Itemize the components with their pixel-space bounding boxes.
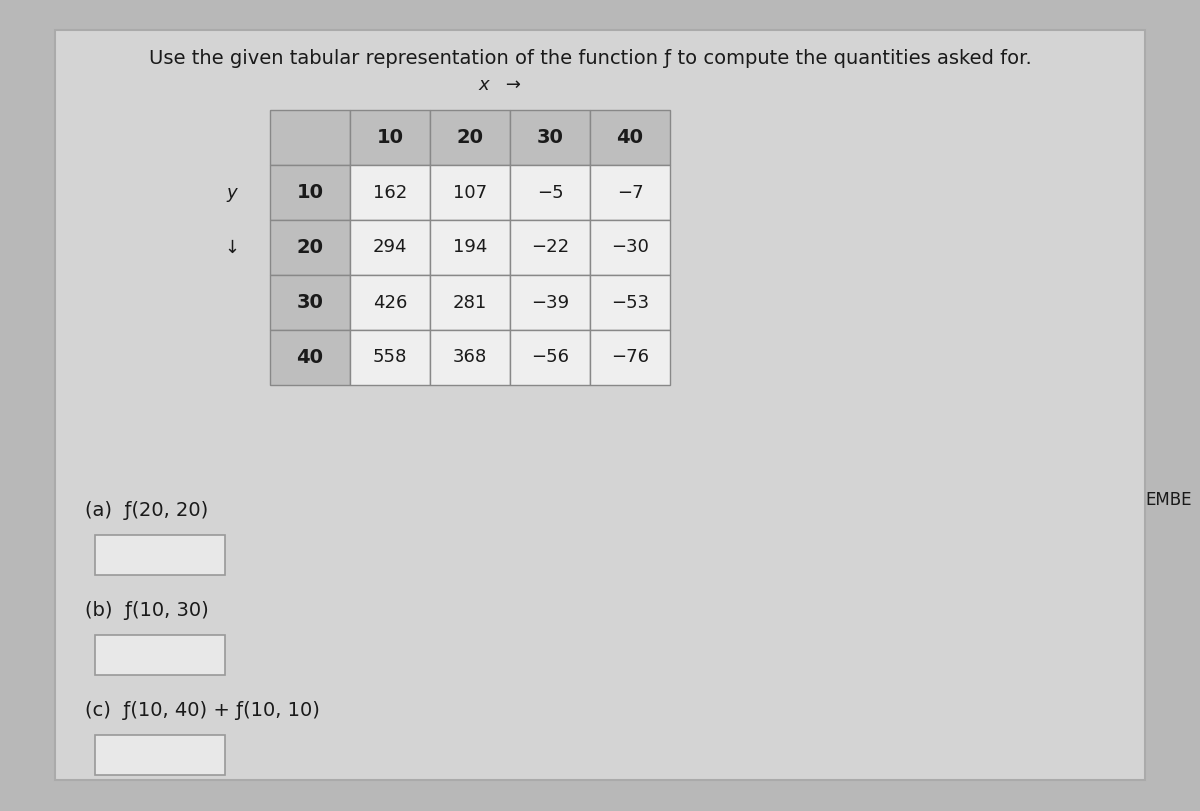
Bar <box>510 110 590 165</box>
Bar <box>350 275 430 330</box>
Bar <box>590 220 670 275</box>
Bar <box>430 110 510 165</box>
Text: (c)  ƒ(10, 40) + ƒ(10, 10): (c) ƒ(10, 40) + ƒ(10, 10) <box>85 701 320 719</box>
Bar <box>430 330 510 385</box>
Text: 10: 10 <box>296 183 324 202</box>
Text: 30: 30 <box>536 128 564 147</box>
Text: 20: 20 <box>456 128 484 147</box>
Bar <box>590 330 670 385</box>
Text: −5: −5 <box>536 183 563 201</box>
Bar <box>95 735 226 775</box>
Bar <box>590 165 670 220</box>
Bar <box>350 220 430 275</box>
Text: −39: −39 <box>530 294 569 311</box>
Text: −76: −76 <box>611 349 649 367</box>
Bar <box>350 165 430 220</box>
Text: 426: 426 <box>373 294 407 311</box>
Bar <box>590 275 670 330</box>
Bar <box>590 110 670 165</box>
Text: 30: 30 <box>296 293 324 312</box>
Text: 194: 194 <box>452 238 487 256</box>
Bar <box>350 110 430 165</box>
Text: Use the given tabular representation of the function ƒ to compute the quantities: Use the given tabular representation of … <box>149 49 1031 67</box>
Text: 368: 368 <box>452 349 487 367</box>
Text: ↓: ↓ <box>224 238 240 256</box>
Text: EMBE: EMBE <box>1146 491 1192 509</box>
Text: y: y <box>227 183 238 201</box>
Bar <box>270 165 350 220</box>
Bar <box>95 535 226 575</box>
Bar <box>95 635 226 675</box>
Bar <box>510 165 590 220</box>
Text: (b)  ƒ(10, 30): (b) ƒ(10, 30) <box>85 600 209 620</box>
Text: −53: −53 <box>611 294 649 311</box>
Bar <box>270 330 350 385</box>
Text: −56: −56 <box>530 349 569 367</box>
Text: 20: 20 <box>296 238 324 257</box>
Bar <box>270 220 350 275</box>
Text: −30: −30 <box>611 238 649 256</box>
Text: 162: 162 <box>373 183 407 201</box>
Bar <box>430 275 510 330</box>
Bar <box>350 330 430 385</box>
Bar <box>510 330 590 385</box>
Text: 40: 40 <box>617 128 643 147</box>
Text: 107: 107 <box>452 183 487 201</box>
Text: −22: −22 <box>530 238 569 256</box>
Text: (a)  ƒ(20, 20): (a) ƒ(20, 20) <box>85 500 209 520</box>
Text: 558: 558 <box>373 349 407 367</box>
Text: 294: 294 <box>373 238 407 256</box>
Bar <box>430 165 510 220</box>
Text: 40: 40 <box>296 348 324 367</box>
Bar <box>510 220 590 275</box>
Bar <box>270 110 350 165</box>
Bar <box>510 275 590 330</box>
Text: 281: 281 <box>452 294 487 311</box>
Text: x   →: x → <box>479 76 522 94</box>
Bar <box>430 220 510 275</box>
Text: 10: 10 <box>377 128 403 147</box>
Text: −7: −7 <box>617 183 643 201</box>
Bar <box>270 275 350 330</box>
